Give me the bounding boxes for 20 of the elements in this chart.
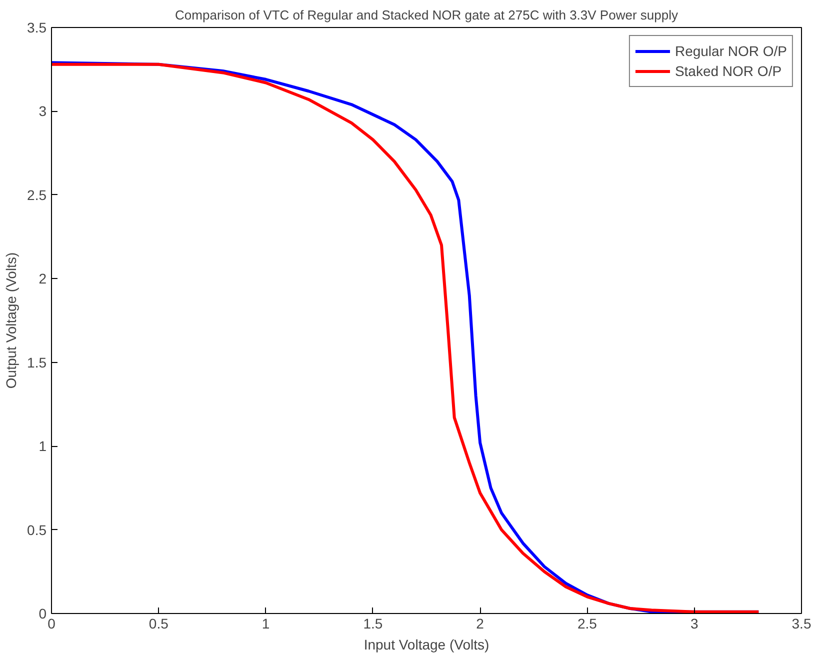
x-tick-label: 1 [262, 616, 270, 632]
y-tick-label: 2.5 [27, 186, 47, 203]
y-tick-label: 2 [38, 270, 47, 287]
y-tick-label: 0 [38, 606, 47, 622]
y-axis-title: Output Voltage (Volts) [3, 252, 20, 389]
x-tick-label: 2 [476, 616, 484, 632]
legend-label: Staked NOR O/P [674, 63, 782, 79]
y-tick-label: 1 [38, 438, 47, 454]
x-tick-label: 2.5 [577, 616, 598, 632]
y-tick-label: 1.5 [27, 354, 47, 370]
legend-label: Regular NOR O/P [674, 43, 787, 59]
chart-title: Comparison of VTC of Regular and Stacked NOR gate at 275C with 3.3V Power supply [175, 8, 678, 22]
y-tick-label: 3.5 [27, 20, 47, 36]
x-tick-label: 1.5 [363, 616, 383, 632]
x-tick-label: 0.5 [148, 616, 169, 632]
y-tick-label: 3 [38, 103, 47, 120]
y-tick-label: 0.5 [27, 522, 47, 538]
x-axis-title: Input Voltage (Volts) [364, 636, 490, 652]
x-tick-label: 3.5 [792, 616, 812, 632]
x-tick-label: 3 [690, 616, 698, 632]
